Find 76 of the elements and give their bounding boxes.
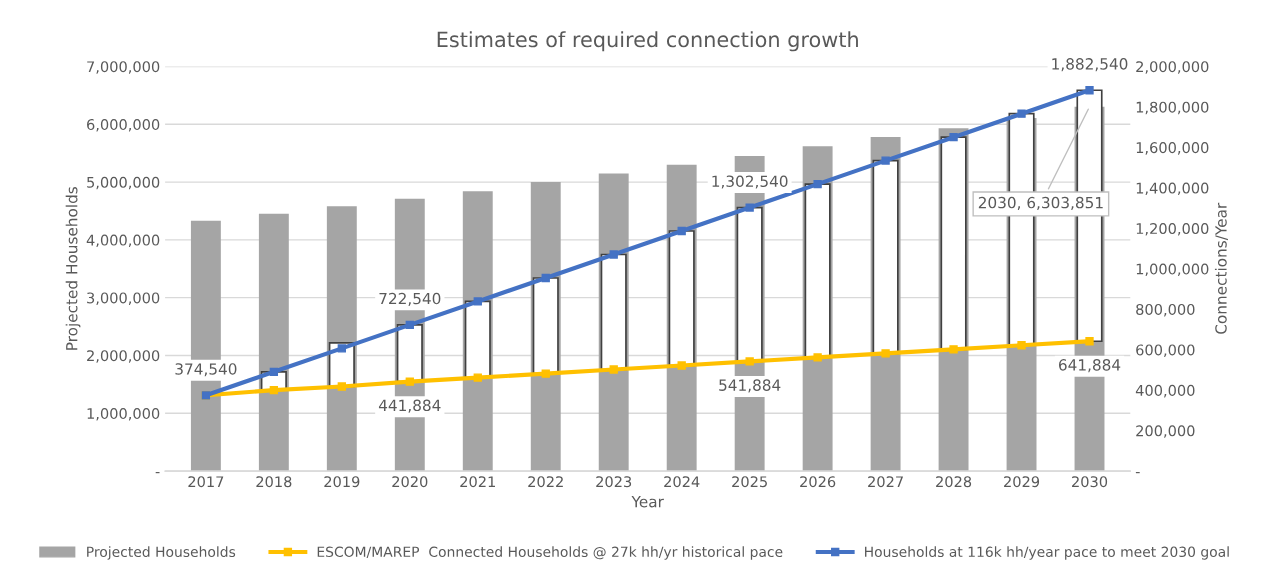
x-tick-label: 2024 [664,476,700,488]
x-tick-label: 2026 [800,476,836,488]
y2-tick-label: 600,000 [1136,344,1195,357]
x-axis-title: Year [631,496,664,508]
x-tick-label: 2029 [1004,476,1040,488]
x-tick-label: 2020 [392,476,428,488]
point [541,273,550,283]
y2-tick-label: 1,800,000 [1136,101,1209,115]
x-tick-label: 2030 [1072,476,1108,488]
point [405,377,414,386]
point [269,367,279,377]
point [337,344,346,353]
y-axis-title: Projected Households [65,187,81,350]
y2-tick-label: 200,000 [1136,425,1195,438]
data-label: 722,540 [379,292,441,306]
y2-tick-label: 1,200,000 [1136,223,1209,236]
point [881,349,890,358]
x-tick-label: 2023 [596,476,632,488]
x-tick-label: 2028 [936,476,972,488]
point [813,179,822,189]
point [541,369,550,378]
x-tick-label: 2027 [868,476,903,488]
point [677,361,686,370]
point [949,345,958,354]
y-tick-label: 2,000,000 [87,350,160,363]
y-tick-label: 5,000,000 [87,176,160,190]
y2-tick-label: 800,000 [1136,303,1195,317]
bar [258,213,289,472]
data-label: 441,884 [378,399,441,413]
data-label: 641,884 [1058,359,1121,373]
data-label: 1,882,540 [1052,58,1128,72]
point [609,250,618,259]
legend-label: Projected Households [87,546,236,560]
legend-label: Households at 116k hh/year pace to meet 2030 goal [865,546,1229,560]
point [1017,109,1026,118]
point [337,382,346,391]
y-tick-label: 7,000,000 [87,61,160,74]
x-tick-label: 2017 [188,476,224,488]
point [1085,337,1094,346]
x-tick-label: 2025 [732,476,767,488]
data-label: 1,302,540 [712,175,788,189]
point [473,297,482,306]
y-tick-label: 6,000,000 [87,118,160,132]
point [405,320,414,330]
point [881,156,890,165]
point [813,353,822,362]
data-label: 374,540 [175,363,237,377]
y2-axis-title: Connections/Year [1214,202,1228,334]
point [745,357,754,366]
y2-tick-label: 2,000,000 [1136,61,1209,74]
legend-label: ESCOM/MAREP Connected Households @ 27k hh/yr historical pace [317,546,783,560]
x-tick-label: 2018 [256,476,292,488]
point [949,132,958,142]
data-label: 2030, 6,303,851 [978,196,1103,210]
x-tick-label: 2021 [460,476,495,488]
y-tick-label: - [155,472,160,474]
point [1017,341,1026,350]
y2-tick-label: 1,600,000 [1136,142,1209,155]
y-tick-label: 3,000,000 [87,292,160,305]
y2-tick-label: - [1135,472,1140,474]
point [609,365,618,374]
point [269,385,279,395]
point [745,203,754,212]
y-tick-label: 1,000,000 [87,407,160,421]
y2-tick-label: 1,000,000 [1136,263,1209,277]
x-tick-label: 2022 [528,476,563,488]
x-tick-label: 2019 [324,476,360,488]
point [473,373,482,382]
bar [464,300,491,379]
chart-title: Estimates of required connection growth [437,31,858,52]
y2-tick-label: 1,400,000 [1136,182,1209,196]
y-tick-label: 4,000,000 [86,234,160,248]
point [1085,86,1094,95]
y2-tick-label: 400,000 [1135,384,1195,398]
point [677,226,686,236]
data-label: 541,884 [719,379,781,393]
